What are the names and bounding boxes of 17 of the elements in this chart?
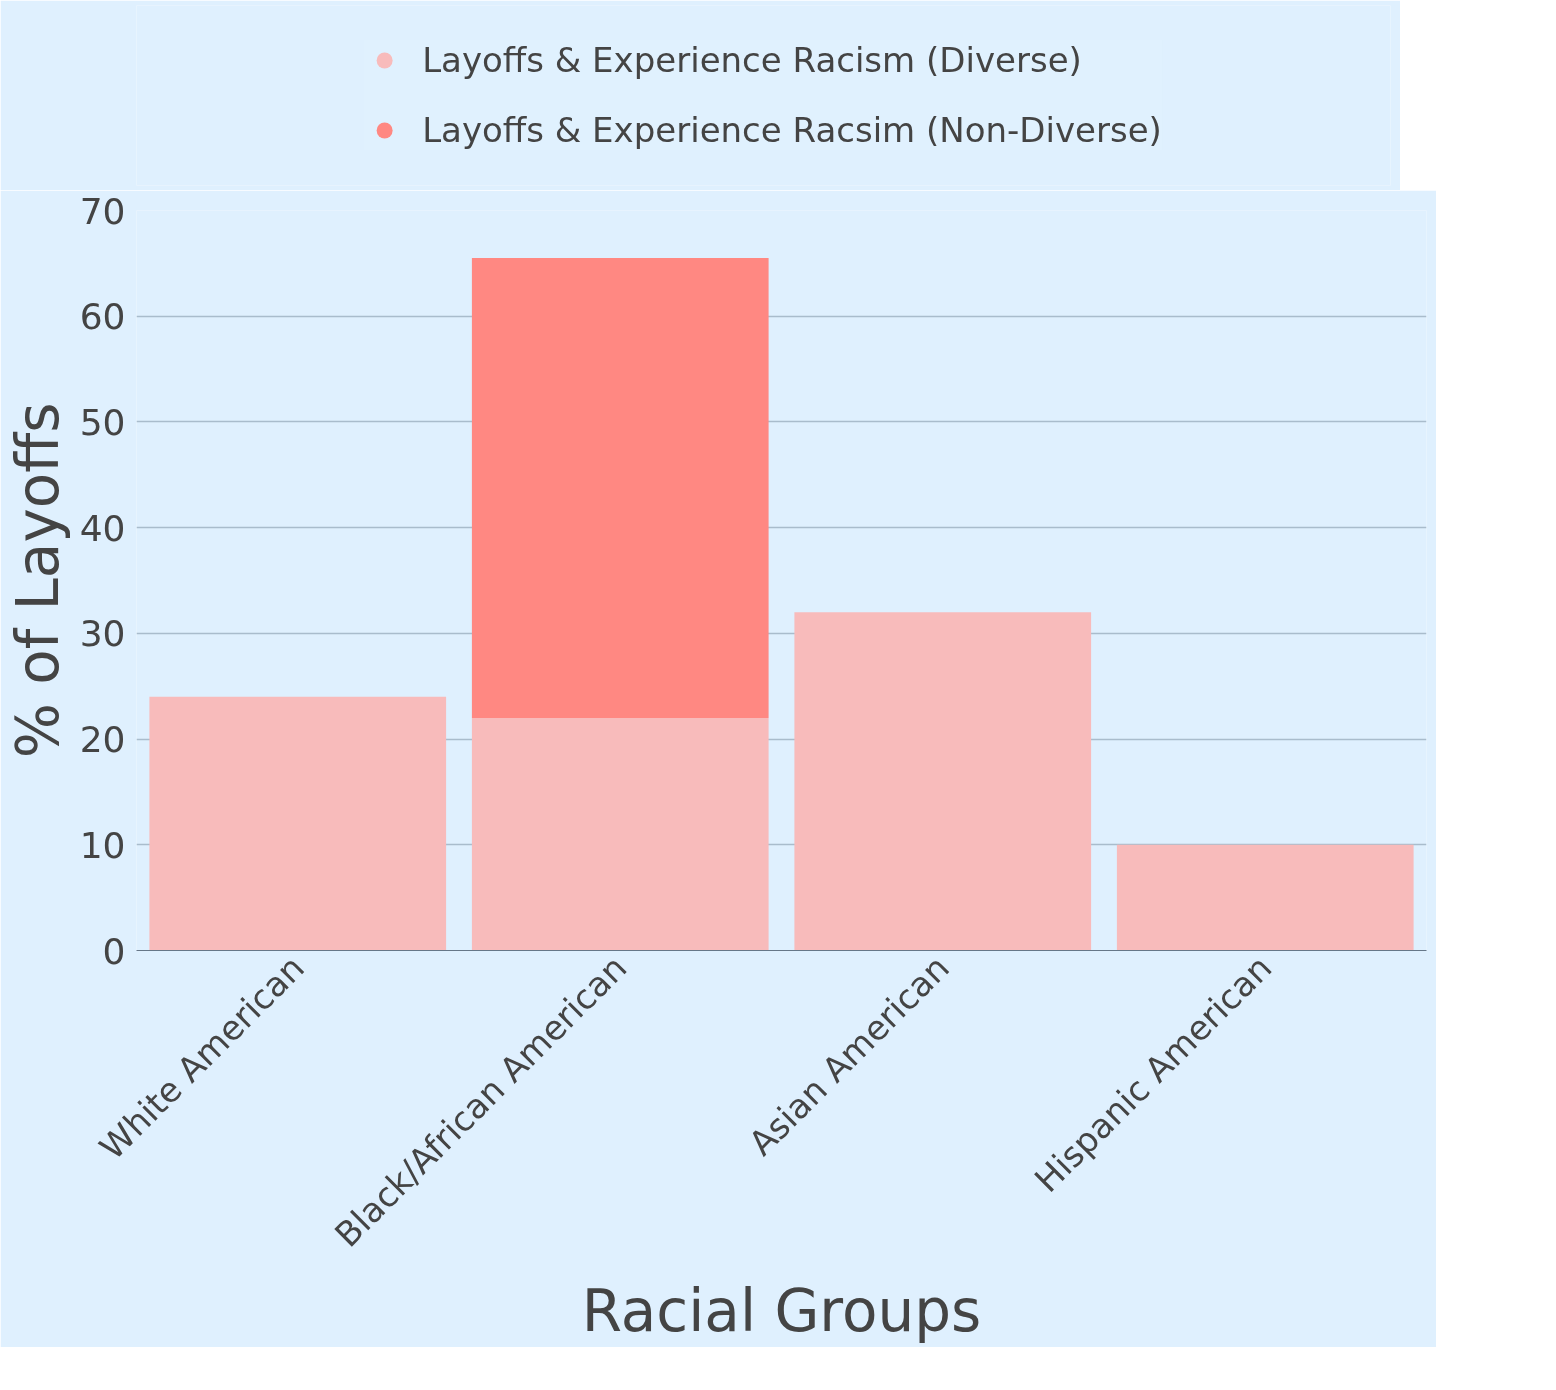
y-tick-label: 20 xyxy=(79,719,126,761)
x-axis-title: Racial Groups xyxy=(581,1276,982,1345)
bar xyxy=(794,612,1092,951)
y-tick-label: 60 xyxy=(79,296,126,338)
y-tick-label: 70 xyxy=(79,190,126,232)
bar xyxy=(149,696,447,951)
bar xyxy=(1116,844,1414,951)
bar xyxy=(471,258,769,718)
y-tick-label: 10 xyxy=(79,824,126,866)
legend-label: Layoffs & Experience Racsim (Non-Diverse) xyxy=(422,110,1162,150)
y-tick-label: 40 xyxy=(79,507,126,549)
y-tick-label: 0 xyxy=(102,930,126,972)
legend-label: Layoffs & Experience Racism (Diverse) xyxy=(422,40,1082,80)
y-tick-label: 50 xyxy=(79,401,126,443)
bar xyxy=(471,717,769,951)
y-axis-title: % of Layoffs xyxy=(3,402,72,759)
y-tick-label: 30 xyxy=(79,613,126,655)
